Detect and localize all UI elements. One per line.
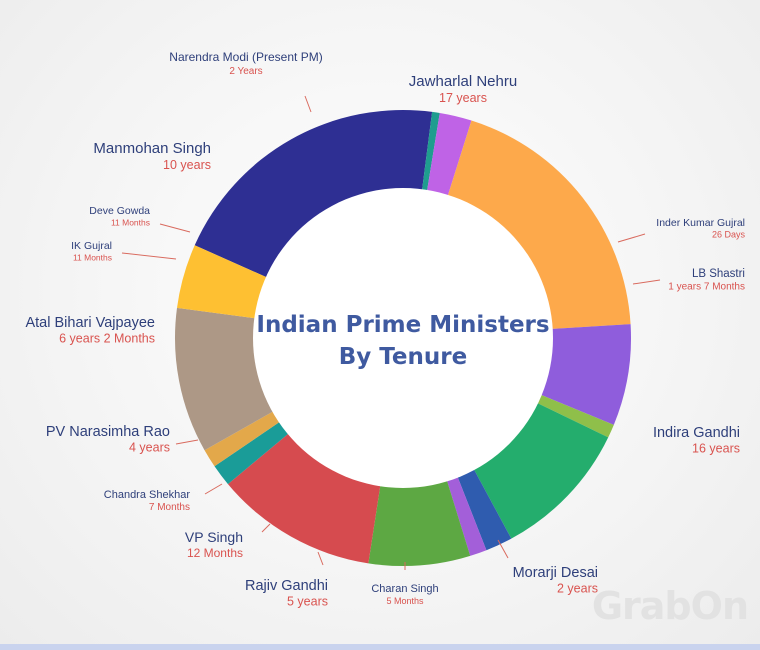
leader-line-vp-singh [261,523,271,533]
label-tenure-manmohan-singh: 10 years [163,158,211,172]
leader-line-ik-gujral [121,252,177,260]
label-tenure-rajiv-gandhi: 5 years [287,595,328,609]
label-tenure-deve-gowda: 11 Months [111,218,150,228]
label-name-morarji-desai: Morarji Desai [513,565,598,581]
leader-line-chandra-shekhar [204,483,223,495]
label-name-inder-kumar-gujral: Inder Kumar Gujral [656,217,745,229]
leader-line-morarji-desai [497,539,509,559]
label-name-atal-bihari-vajpayee: Atal Bihari Vajpayee [25,315,155,331]
label-name-jawharlal-nehru: Jawharlal Nehru [409,73,517,90]
label-name-pv-narasimha-rao: PV Narasimha Rao [46,424,170,440]
label-tenure-morarji-desai: 2 years [557,582,598,596]
donut-hole [253,188,553,488]
leader-line-rajiv-gandhi [317,551,324,566]
leader-line-lb-shastri [632,279,661,285]
label-tenure-pv-narasimha-rao: 4 years [129,441,170,455]
label-tenure-lb-shastri: 1 years 7 Months [668,282,745,293]
bottom-strip [0,644,760,650]
label-name-narendra-modi-present-pm: Narendra Modi (Present PM) [169,50,322,64]
label-tenure-atal-bihari-vajpayee: 6 years 2 Months [59,332,155,346]
label-name-vp-singh: VP Singh [185,529,243,545]
grabon-watermark: GrabOn [591,584,749,628]
leader-line-deve-gowda [159,223,191,233]
label-name-charan-singh: Charan Singh [371,583,438,595]
label-tenure-vp-singh: 12 Months [187,546,243,560]
label-tenure-ik-gujral: 11 Months [73,253,112,263]
label-name-chandra-shekhar: Chandra Shekhar [104,489,191,501]
label-tenure-narendra-modi-present-pm: 2 Years [229,66,262,77]
label-name-deve-gowda: Deve Gowda [89,205,150,217]
label-name-ik-gujral: IK Gujral [71,240,112,252]
label-name-lb-shastri: LB Shastri [692,268,745,280]
label-tenure-charan-singh: 5 Months [386,596,424,606]
chart-title-line-2: By Tenure [339,344,467,370]
label-name-manmohan-singh: Manmohan Singh [93,140,211,157]
leader-line-narendra-modi-present-pm [304,95,312,113]
leader-line-pv-narasimha-rao [175,439,199,445]
label-tenure-indira-gandhi: 16 years [692,442,740,456]
label-name-indira-gandhi: Indira Gandhi [653,425,740,441]
chart-title-line-1: Indian Prime Ministers [256,312,549,338]
label-tenure-chandra-shekhar: 7 Months [149,502,190,513]
label-tenure-jawharlal-nehru: 17 years [439,91,487,105]
label-name-rajiv-gandhi: Rajiv Gandhi [245,578,328,594]
label-tenure-inder-kumar-gujral: 26 Days [712,230,746,240]
leader-line-inder-kumar-gujral [617,233,646,243]
